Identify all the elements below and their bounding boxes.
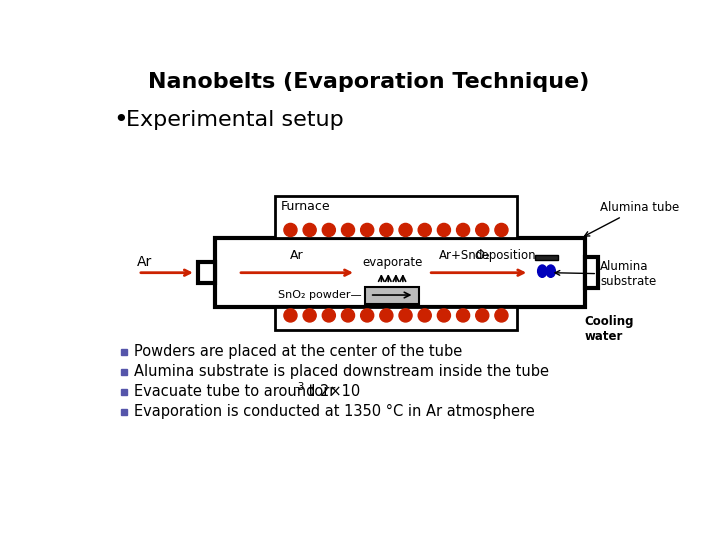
Circle shape xyxy=(341,224,354,237)
Bar xyxy=(365,287,419,303)
Circle shape xyxy=(437,224,451,237)
Circle shape xyxy=(495,224,508,237)
Text: Nanobelts (Evaporation Technique): Nanobelts (Evaporation Technique) xyxy=(148,72,590,92)
Circle shape xyxy=(476,224,489,237)
Circle shape xyxy=(495,309,508,322)
Bar xyxy=(534,255,558,260)
Ellipse shape xyxy=(538,265,547,278)
Circle shape xyxy=(284,224,297,237)
Bar xyxy=(198,262,215,284)
Text: torr: torr xyxy=(304,384,335,399)
Text: Alumina substrate is placed downstream inside the tube: Alumina substrate is placed downstream i… xyxy=(134,364,549,379)
Bar xyxy=(585,257,598,288)
Text: evaporate: evaporate xyxy=(362,256,423,269)
Text: •: • xyxy=(113,108,128,132)
Text: Alumina
substrate: Alumina substrate xyxy=(555,260,656,288)
Circle shape xyxy=(361,309,374,322)
Circle shape xyxy=(284,309,297,322)
Circle shape xyxy=(456,224,469,237)
Text: Furnace: Furnace xyxy=(282,200,331,213)
Circle shape xyxy=(303,224,316,237)
Circle shape xyxy=(323,224,336,237)
Circle shape xyxy=(399,224,412,237)
Text: Evacuate tube to around 2×10: Evacuate tube to around 2×10 xyxy=(134,384,361,399)
Circle shape xyxy=(437,309,451,322)
Circle shape xyxy=(418,224,431,237)
Circle shape xyxy=(361,224,374,237)
Text: Ar: Ar xyxy=(137,255,152,269)
Text: -3: -3 xyxy=(294,382,305,392)
Text: Ar+SnO₂: Ar+SnO₂ xyxy=(439,249,491,262)
Circle shape xyxy=(380,224,393,237)
Bar xyxy=(121,409,127,415)
Circle shape xyxy=(323,309,336,322)
Circle shape xyxy=(380,309,393,322)
Circle shape xyxy=(418,309,431,322)
Text: Evaporation is conducted at 1350 °C in Ar atmosphere: Evaporation is conducted at 1350 °C in A… xyxy=(134,404,535,419)
Text: Powders are placed at the center of the tube: Powders are placed at the center of the … xyxy=(134,344,462,359)
Text: Ar: Ar xyxy=(290,249,304,262)
Bar xyxy=(121,349,127,355)
Bar xyxy=(121,389,127,395)
Circle shape xyxy=(341,309,354,322)
Text: deposition: deposition xyxy=(475,249,536,262)
Bar xyxy=(275,307,517,330)
Bar xyxy=(215,238,585,307)
Text: Alumina tube: Alumina tube xyxy=(585,201,679,236)
Circle shape xyxy=(476,309,489,322)
Text: Experimental setup: Experimental setup xyxy=(126,110,343,130)
Text: SnO₂ powder—: SnO₂ powder— xyxy=(279,290,362,300)
Circle shape xyxy=(456,309,469,322)
Circle shape xyxy=(303,309,316,322)
Circle shape xyxy=(399,309,412,322)
Bar xyxy=(121,369,127,375)
Text: Cooling
water: Cooling water xyxy=(585,315,634,343)
Bar xyxy=(275,195,517,238)
Ellipse shape xyxy=(546,265,555,278)
